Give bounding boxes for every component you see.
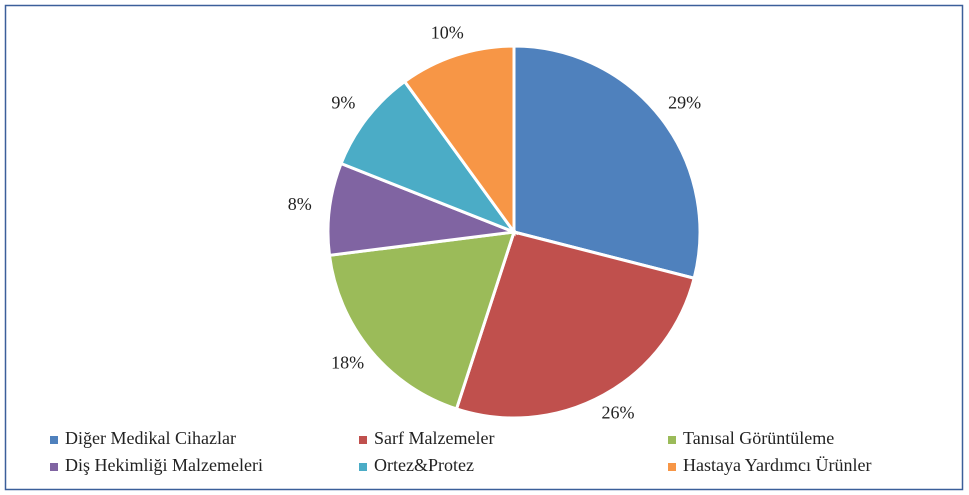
data-label: 29% [668,93,701,113]
data-label: 9% [331,93,355,113]
legend-label: Sarf Malzemeler [374,428,494,448]
legend-swatch [668,463,676,471]
legend-swatch [359,463,367,471]
pie-slice [327,230,517,411]
data-label: 18% [331,353,364,373]
legend-label: Diş Hekimliği Malzemeleri [65,455,263,475]
legend-swatch [668,436,676,444]
legend-swatch [50,463,58,471]
pie-slice [339,79,519,236]
legend-swatch [359,436,367,444]
pie-slice [512,44,702,281]
data-label: 26% [602,402,635,422]
legend-label: Tanısal Görüntüleme [683,428,834,448]
data-label: 10% [431,22,464,42]
legend-label: Diğer Medikal Cihazlar [65,428,236,448]
pie-slice [402,44,516,237]
pie-slice [454,230,696,420]
legend-label: Hastaya Yardımcı Ürünler [683,455,871,475]
data-label: 8% [288,194,312,214]
legend-swatch [50,436,58,444]
legend-label: Ortez&Protez [374,455,474,475]
pie-slice [326,161,515,257]
